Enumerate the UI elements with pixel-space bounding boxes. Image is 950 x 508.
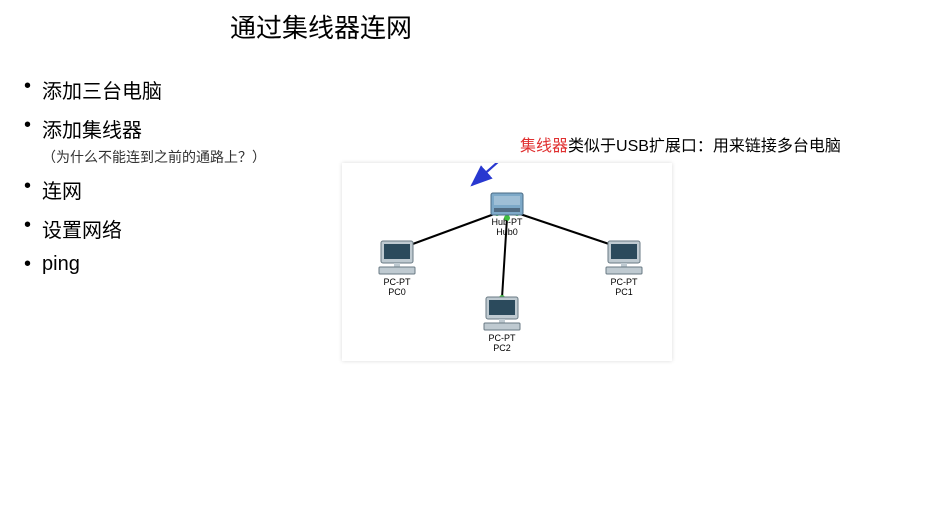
network-diagram: Hub-PTHub0PC-PTPC0PC-PTPC1PC-PTPC2 <box>342 163 672 361</box>
pc-node: PC-PTPC1 <box>606 241 642 297</box>
page-title: 通过集线器连网 <box>230 8 412 45</box>
bullet-sub-note: （为什么不能连到之前的通路上？） <box>20 147 266 167</box>
node-label: PC1 <box>615 287 633 297</box>
annotation-highlight: 集线器 <box>520 138 568 155</box>
bullet-item: ping <box>20 253 266 276</box>
bullet-item: 添加三台电脑 <box>20 75 266 104</box>
bullet-list: 添加三台电脑添加集线器 （为什么不能连到之前的通路上？） 连网设置网络 ping <box>20 75 266 286</box>
node-label: PC-PT <box>611 277 639 287</box>
node-label: Hub-PT <box>491 217 523 227</box>
node-label: PC2 <box>493 343 511 353</box>
network-link <box>410 213 497 245</box>
pc-node: PC-PTPC0 <box>379 241 415 297</box>
node-label: PC0 <box>388 287 406 297</box>
node-label: Hub0 <box>496 227 518 237</box>
node-label: PC-PT <box>489 333 517 343</box>
node-label: PC-PT <box>384 277 412 287</box>
hub-annotation: 集线器类似于USB扩展口：用来链接多台电脑 <box>520 132 841 156</box>
annotation-rest: 类似于USB扩展口：用来链接多台电脑 <box>568 138 841 155</box>
bullet-item: 添加集线器 <box>20 114 266 143</box>
hub-node: Hub-PTHub0 <box>491 193 523 237</box>
callout-arrow <box>472 163 517 185</box>
bullet-item: 连网 <box>20 175 266 204</box>
network-link <box>517 213 612 245</box>
pc-node: PC-PTPC2 <box>484 297 520 353</box>
bullet-item: 设置网络 <box>20 214 266 243</box>
